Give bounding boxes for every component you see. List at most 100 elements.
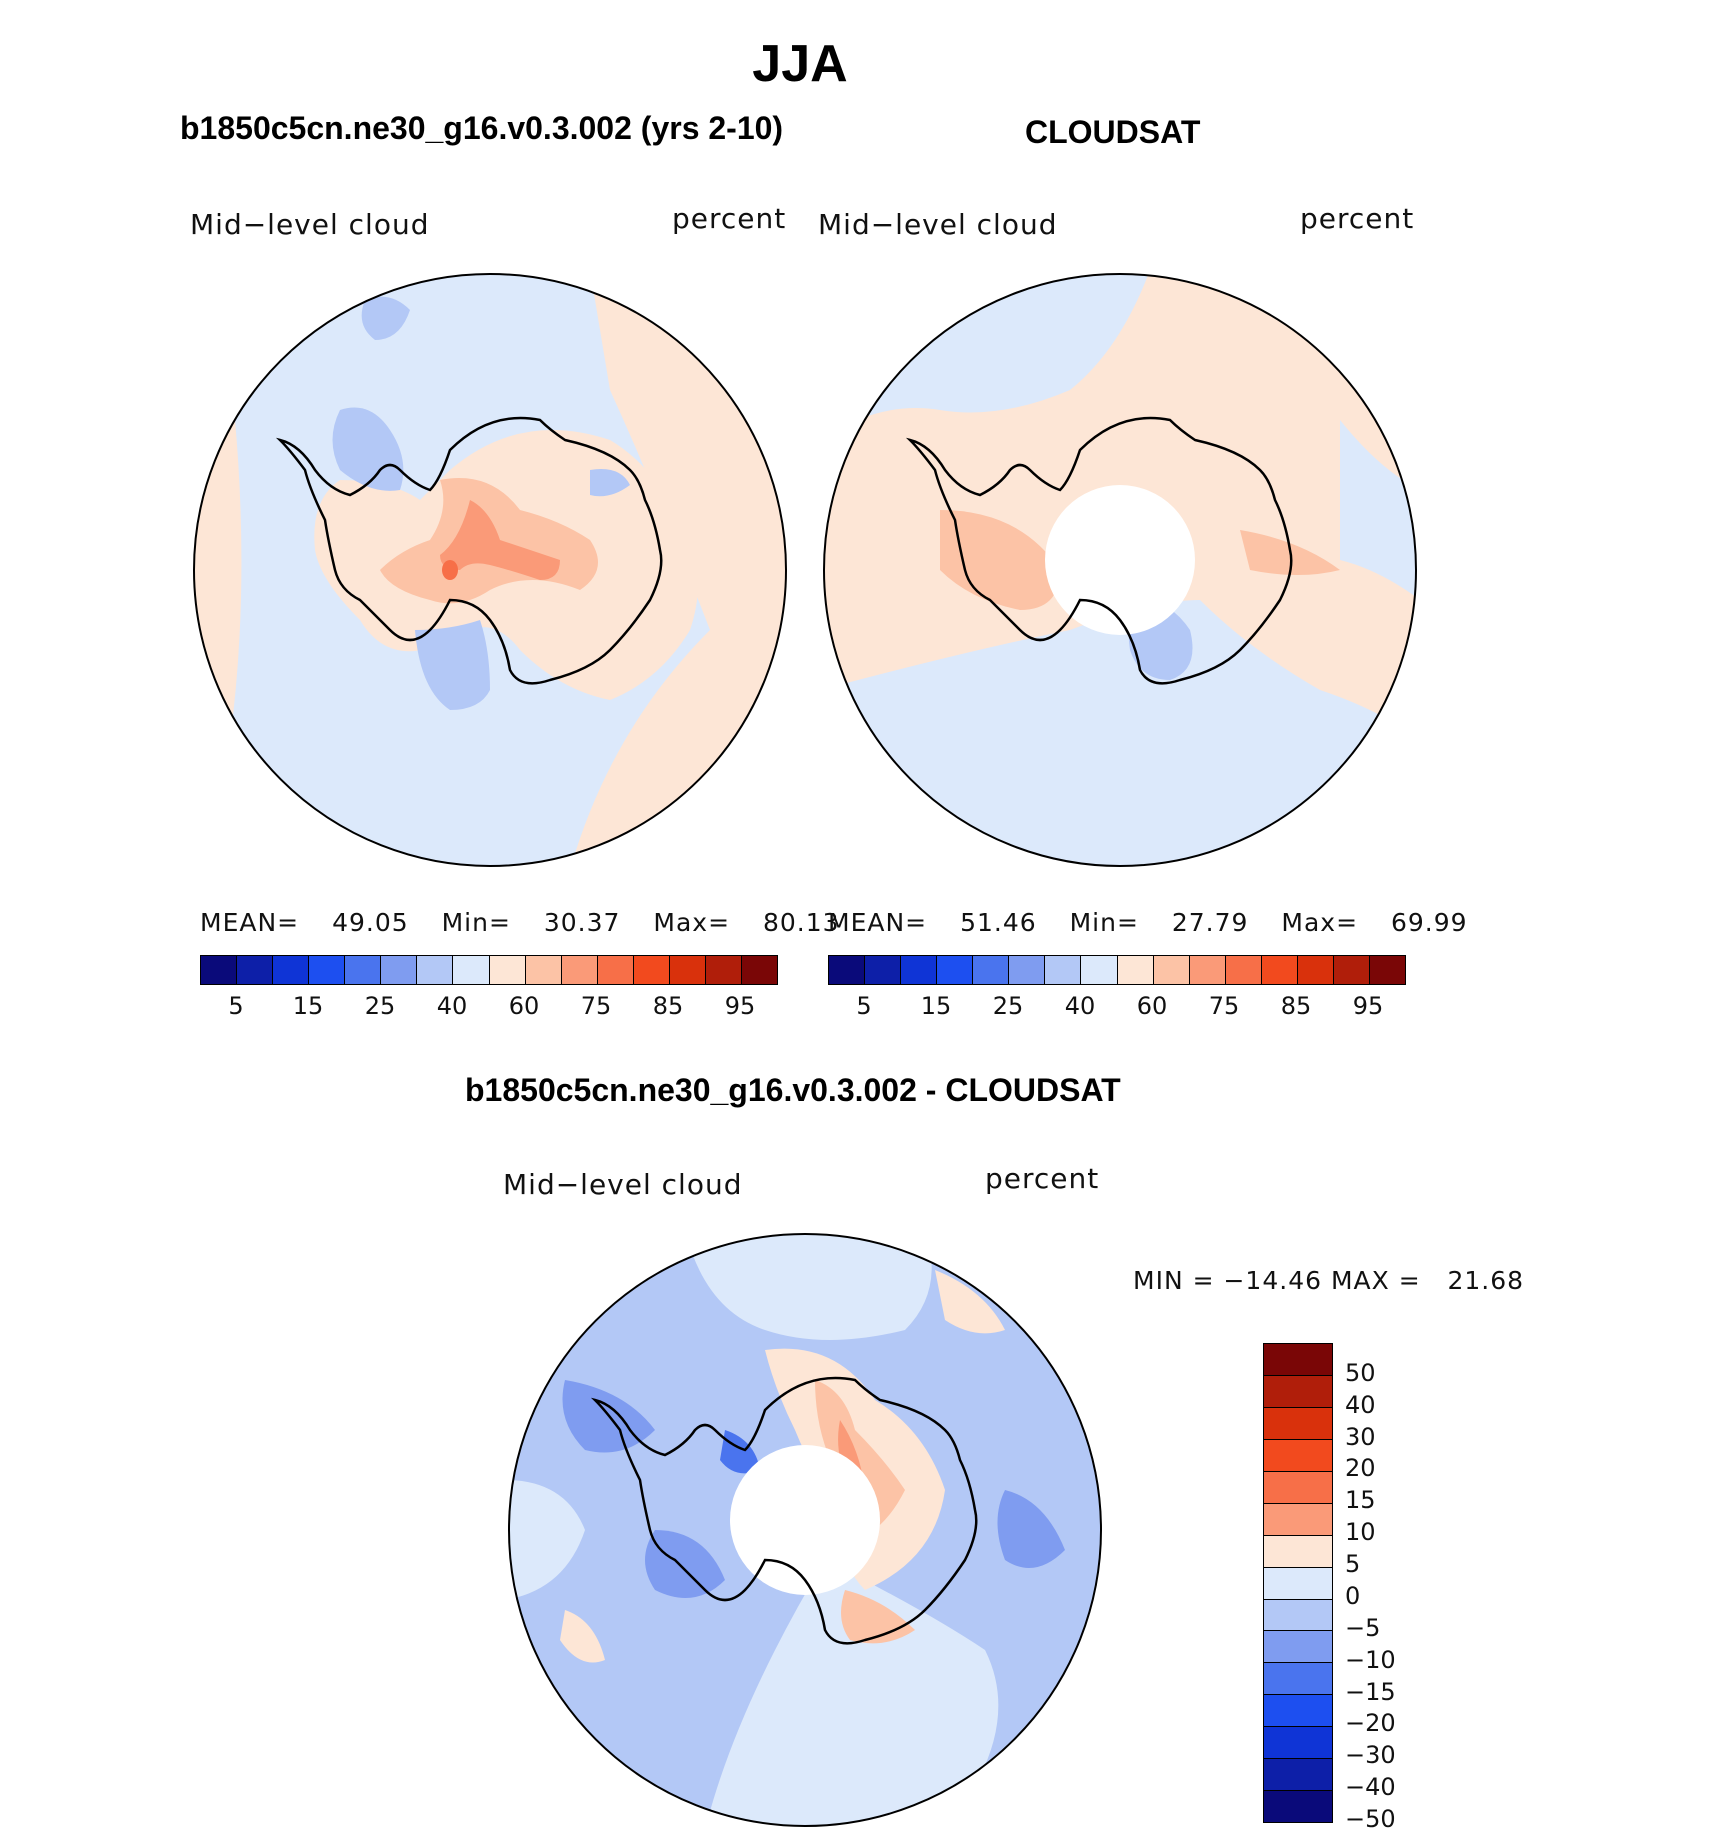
diff-map-contour-near-zero-1 — [685, 1234, 932, 1340]
right-colorbar-label: 15 — [920, 992, 952, 1020]
diff-polar-map — [508, 1233, 1102, 1827]
left-stats: MEAN= 49.05 Min= 30.37 Max= 80.13 — [200, 908, 840, 937]
left-mean-value: 49.05 — [332, 908, 409, 937]
diff-colorbar-swatch — [1264, 1727, 1332, 1760]
left-colorbar-label: 95 — [724, 992, 756, 1020]
right-mean-value: 51.46 — [960, 908, 1037, 937]
left-map-contour-cool-sea-4 — [590, 469, 630, 497]
right-colorbar-swatch — [829, 956, 866, 984]
left-colorbar-swatch — [561, 956, 598, 984]
right-polar-map — [823, 273, 1417, 867]
right-colorbar-swatch — [1153, 956, 1190, 984]
right-colorbar-swatch — [973, 956, 1010, 984]
left-colorbar-labels: 5 15 25 40 60 75 85 95 — [200, 992, 776, 1022]
left-colorbar-swatch — [417, 956, 454, 984]
diff-map-contour-cool-2 — [645, 1530, 725, 1598]
left-mean-label: MEAN= — [200, 908, 300, 937]
right-colorbar-swatch — [937, 956, 974, 984]
left-colorbar-swatch — [453, 956, 490, 984]
diff-colorbar-label: 15 — [1345, 1486, 1376, 1515]
left-colorbar-label: 60 — [508, 992, 540, 1020]
left-map-contour-cool-sea-1 — [415, 620, 490, 710]
left-map-contour-peak — [442, 560, 458, 580]
left-colorbar-swatch — [345, 956, 382, 984]
right-colorbar-labels: 5 15 25 40 60 75 85 95 — [828, 992, 1404, 1022]
left-colorbar-swatch — [705, 956, 742, 984]
diff-colorbar-label: 30 — [1345, 1422, 1376, 1451]
diff-colorbar-label: 5 — [1345, 1550, 1361, 1579]
right-colorbar-swatch — [1189, 956, 1226, 984]
diff-colorbar-label: −10 — [1345, 1645, 1396, 1674]
right-colorbar-label: 60 — [1136, 992, 1168, 1020]
diff-colorbar-swatch — [1264, 1599, 1332, 1632]
left-colorbar-swatch — [201, 956, 238, 984]
diff-units-label: percent — [985, 1162, 1100, 1195]
diff-colorbar-label: −30 — [1345, 1741, 1396, 1770]
right-units-label: percent — [1300, 202, 1415, 235]
left-colorbar-swatch — [633, 956, 670, 984]
diff-colorbar-label: 40 — [1345, 1390, 1376, 1419]
left-max-value: 80.13 — [763, 908, 840, 937]
diff-colorbar-label: −20 — [1345, 1709, 1396, 1738]
right-panel-title: CLOUDSAT — [1025, 114, 1201, 150]
right-map-contour-cool-east — [1340, 420, 1416, 600]
diff-colorbar-swatch — [1264, 1631, 1332, 1664]
right-max-value: 69.99 — [1391, 908, 1468, 937]
diff-colorbar — [1263, 1343, 1333, 1823]
diff-map-contour-cool-3 — [997, 1490, 1065, 1568]
left-min-label: Min= — [441, 908, 511, 937]
diff-colorbar-label: 10 — [1345, 1518, 1376, 1547]
left-colorbar-label: 25 — [364, 992, 396, 1020]
right-colorbar-swatch — [1045, 956, 1082, 984]
left-colorbar-label: 75 — [580, 992, 612, 1020]
season-title: JJA — [752, 35, 848, 93]
left-colorbar — [200, 955, 778, 985]
right-colorbar — [828, 955, 1406, 985]
diff-colorbar-label: 0 — [1345, 1581, 1361, 1610]
right-min-value: 27.79 — [1171, 908, 1249, 937]
diff-colorbar-label: −40 — [1345, 1773, 1396, 1802]
right-colorbar-swatch — [1225, 956, 1262, 984]
right-colorbar-label: 95 — [1352, 992, 1384, 1020]
left-colorbar-label: 15 — [292, 992, 324, 1020]
left-map-contour-hot-ridge — [440, 500, 560, 580]
diff-colorbar-swatch — [1264, 1375, 1332, 1408]
left-variable-label: Mid−level cloud — [190, 208, 430, 241]
right-colorbar-swatch — [1333, 956, 1370, 984]
diff-map-coastline — [590, 1376, 978, 1645]
diff-colorbar-label: 50 — [1345, 1358, 1376, 1387]
diff-colorbar-swatch — [1264, 1663, 1332, 1696]
diff-colorbar-label: −50 — [1345, 1805, 1396, 1833]
left-colorbar-swatch — [489, 956, 526, 984]
left-colorbar-swatch — [381, 956, 418, 984]
right-colorbar-swatch — [1261, 956, 1298, 984]
left-colorbar-label: 5 — [228, 992, 244, 1020]
diff-map-contour-warm-2 — [815, 1380, 905, 1540]
diff-map-contour-near-zero-2 — [705, 1560, 999, 1826]
diff-colorbar-swatch — [1264, 1535, 1332, 1568]
left-colorbar-swatch — [597, 956, 634, 984]
left-colorbar-swatch — [309, 956, 346, 984]
diff-colorbar-swatch — [1264, 1695, 1332, 1728]
right-colorbar-swatch — [865, 956, 902, 984]
right-min-label: Min= — [1069, 908, 1139, 937]
right-colorbar-swatch — [1081, 956, 1118, 984]
left-max-label: Max= — [653, 908, 731, 937]
left-colorbar-swatch — [741, 956, 777, 984]
diff-colorbar-swatch — [1264, 1407, 1332, 1440]
right-stats: MEAN= 51.46 Min= 27.79 Max= 69.99 — [828, 908, 1468, 937]
left-map-contour-warm-west — [194, 420, 242, 740]
diff-map-polar-hole — [730, 1445, 880, 1595]
diff-colorbar-swatch — [1264, 1503, 1332, 1536]
diff-colorbar-label: 20 — [1345, 1454, 1376, 1483]
right-colorbar-swatch — [901, 956, 938, 984]
diff-colorbar-swatch — [1264, 1344, 1332, 1376]
diff-map-contour-warm-edge-2 — [560, 1610, 605, 1663]
right-colorbar-label: 25 — [992, 992, 1024, 1020]
right-colorbar-swatch — [1369, 956, 1405, 984]
right-colorbar-swatch — [1117, 956, 1154, 984]
right-max-label: Max= — [1281, 908, 1359, 937]
diff-variable-label: Mid−level cloud — [503, 1168, 743, 1201]
diff-colorbar-labels: 50 40 30 20 15 10 5 0 −5 −10 −15 −20 −30 −40 −50 — [1345, 1343, 1425, 1833]
diff-map-frame — [508, 1233, 1102, 1827]
